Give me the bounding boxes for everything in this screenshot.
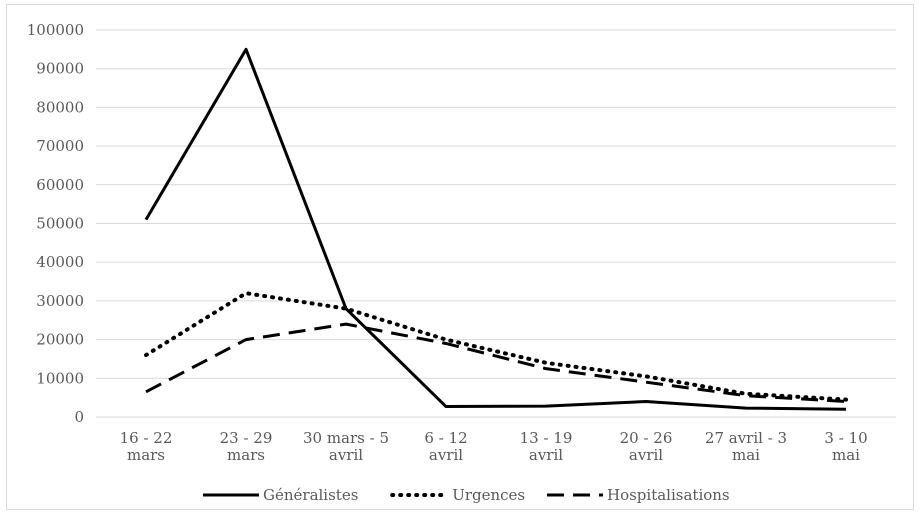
y-axis-tick-labels: 0 10000 20000 30000 40000 50000 60000 70000 8000… <box>27 21 84 426</box>
y-tick-label: 10000 <box>36 369 84 387</box>
x-tick-label: 16 - 22 <box>120 429 173 447</box>
x-tick-label: 3 - 10 <box>824 429 867 447</box>
x-tick-label: 6 - 12 <box>424 429 467 447</box>
x-tick-label: avril <box>329 446 363 464</box>
x-tick-label: 20 - 26 <box>620 429 673 447</box>
gridlines <box>96 29 896 418</box>
x-tick-label: mai <box>732 446 760 464</box>
y-tick-label: 30000 <box>36 292 84 310</box>
y-tick-label: 80000 <box>36 98 84 116</box>
series-lines <box>144 47 848 411</box>
series-line-generalistes <box>144 47 847 411</box>
series-line-hospitalisations <box>145 322 847 404</box>
y-tick-label: 0 <box>74 408 84 426</box>
y-tick-label: 100000 <box>27 21 84 39</box>
y-tick-label: 40000 <box>36 253 84 271</box>
x-tick-label: 23 - 29 <box>220 429 273 447</box>
y-tick-label: 60000 <box>36 176 84 194</box>
x-tick-label: avril <box>429 446 463 464</box>
y-tick-label: 50000 <box>36 215 84 233</box>
series-line-urgences <box>144 291 848 402</box>
chart-frame <box>6 4 914 510</box>
x-tick-label: 13 - 19 <box>520 429 573 447</box>
x-tick-label: 27 avril - 3 <box>705 429 787 447</box>
x-tick-label: avril <box>529 446 563 464</box>
x-tick-label: avril <box>629 446 663 464</box>
x-tick-label: 30 mars - 5 <box>303 429 389 447</box>
legend-label: Hospitalisations <box>607 486 730 504</box>
y-tick-label: 70000 <box>36 137 84 155</box>
y-tick-label: 20000 <box>36 331 84 349</box>
x-tick-label: mars <box>127 446 165 464</box>
y-tick-label: 90000 <box>36 60 84 78</box>
legend-label: Urgences <box>452 486 525 504</box>
x-tick-label: mars <box>227 446 265 464</box>
x-tick-label: mai <box>832 446 860 464</box>
legend-label: Généralistes <box>263 486 358 504</box>
legend: Généralistes Urgences Hospitalisations <box>203 486 730 504</box>
